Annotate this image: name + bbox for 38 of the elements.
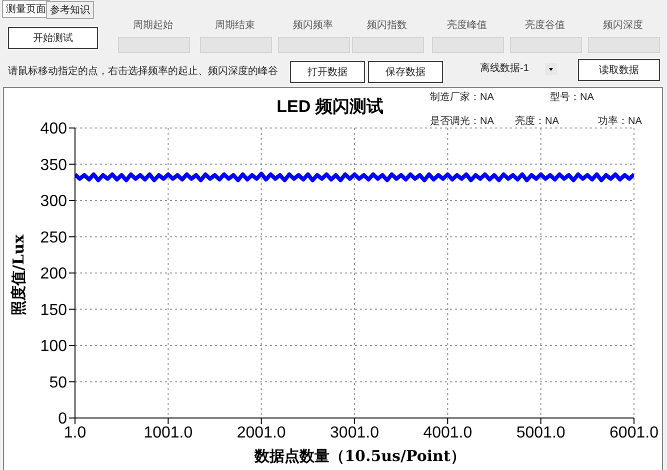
y-tick-label: 300	[40, 193, 68, 210]
y-tick-label: 100	[40, 338, 68, 356]
text: 打开数据	[290, 61, 365, 83]
text: 型号：NA	[550, 90, 594, 104]
text: 亮度：NA	[515, 114, 559, 128]
text: 周期起始	[132, 18, 174, 32]
text: 频闪深度	[602, 18, 644, 32]
text: 周期结束	[214, 18, 256, 32]
chart-title: LED 频闪测试	[276, 97, 384, 116]
text: 制造厂家：NA	[430, 90, 494, 104]
text: 保存数据	[368, 61, 443, 83]
text: 频闪指数	[366, 18, 408, 32]
y-tick-label: 150	[40, 302, 68, 319]
text: 请鼠标移动指定的点，右击选择频率的起止、频闪深度的峰谷	[8, 64, 278, 78]
text: 读取数据	[578, 59, 660, 81]
text: 测量页面	[2, 0, 50, 18]
x-tick-label: 1001.0	[144, 424, 193, 442]
y-tick-label: 250	[40, 229, 68, 246]
text: 参考知识	[46, 1, 94, 19]
text: 离线数据-1	[480, 62, 529, 75]
x-tick-label: 5001.0	[516, 424, 566, 442]
x-tick-label: 4001.0	[423, 424, 472, 442]
text: 开始测试	[8, 27, 98, 49]
y-tick-label: 50	[49, 374, 68, 392]
y-tick-label: 350	[40, 156, 68, 174]
text: 频闪频率	[292, 18, 334, 32]
x-tick-label: 6001.0	[610, 424, 659, 442]
text: 亮度峰值	[446, 18, 488, 32]
text: 是否调光：NA	[430, 114, 494, 128]
y-axis-title: 照度值/Lux	[10, 234, 28, 316]
line-series	[75, 172, 634, 182]
x-axis-title: 数据点数量（10.5us/Point）	[253, 447, 466, 466]
text: 亮度谷值	[524, 18, 566, 32]
y-tick-label: 400	[40, 120, 68, 138]
x-tick-label: 3001.0	[330, 424, 380, 442]
x-tick-label: 2001.0	[236, 424, 286, 442]
y-tick-label: 200	[40, 266, 68, 283]
text: 功率：NA	[598, 114, 642, 128]
